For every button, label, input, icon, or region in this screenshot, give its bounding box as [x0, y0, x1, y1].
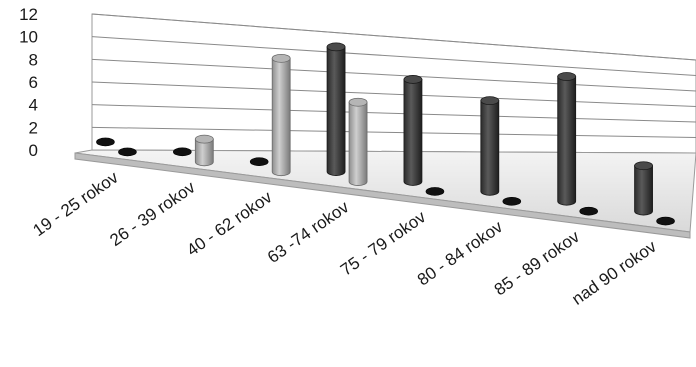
bar-top [194, 134, 214, 144]
bar-top [348, 97, 368, 107]
bar [425, 187, 445, 196]
bar-body [194, 138, 214, 167]
bar-body [348, 101, 368, 186]
bar-base-marker [249, 157, 269, 166]
x-tick-label: 80 - 84 rokov [414, 217, 507, 290]
bar-base-marker [425, 187, 445, 196]
bar [480, 96, 500, 196]
bar [579, 206, 598, 216]
bar-base-marker [502, 197, 522, 206]
y-tick-label: 2 [29, 118, 38, 137]
gridline-12 [91, 13, 696, 61]
bar-top [326, 42, 346, 52]
bar-base-marker [173, 147, 192, 157]
bar-top [403, 75, 423, 84]
bar-base-marker [656, 216, 675, 226]
bar [557, 72, 577, 206]
y-tick-label: 0 [29, 141, 38, 160]
x-tick-label: 40 - 62 rokov [183, 187, 276, 260]
x-tick-label: nad 90 rokov [568, 236, 660, 308]
gridline-8 [91, 58, 696, 92]
bar-body [326, 46, 346, 176]
y-tick-label: 12 [19, 5, 38, 24]
bar [634, 161, 653, 216]
bar-body [480, 100, 500, 196]
bars [96, 42, 675, 226]
x-tick-label: 85 - 89 rokov [491, 227, 584, 300]
bar-body [403, 79, 423, 186]
bar [173, 147, 192, 157]
bar [656, 216, 675, 226]
bar-top [271, 53, 291, 63]
y-tick-label: 8 [29, 50, 38, 69]
bar [194, 134, 214, 167]
gridline-2 [91, 126, 696, 138]
bar-base-marker [96, 137, 115, 147]
gridline-4 [91, 104, 696, 123]
x-tick-label: 75 - 79 rokov [337, 207, 430, 280]
x-tick-label: 63 -74 rokov [264, 197, 353, 267]
floor-edge [74, 152, 691, 239]
y-tick-label: 10 [19, 28, 38, 47]
bar-top [634, 161, 653, 171]
bar-top [557, 72, 577, 81]
chart-floor [74, 149, 696, 239]
y-tick-label: 6 [29, 73, 38, 92]
x-tick-label: 26 - 39 rokov [106, 177, 199, 250]
bar [502, 197, 522, 206]
y-tick-label: 4 [29, 96, 38, 115]
bar-base-marker [579, 206, 598, 216]
bar [326, 42, 346, 176]
bar [96, 137, 115, 147]
bar [118, 147, 137, 157]
gridline-6 [91, 81, 696, 107]
bar [403, 75, 423, 186]
y-axis-ticks: 0 2 4 6 8 10 12 [19, 5, 38, 160]
gridline-10 [91, 36, 696, 76]
bar [271, 53, 291, 177]
x-tick-label: 19 - 25 rokov [30, 167, 123, 240]
bar-body [634, 165, 653, 216]
bar-body [557, 76, 577, 206]
bar-top [480, 96, 500, 106]
bar-body [271, 57, 291, 177]
bar [249, 157, 269, 166]
bar [348, 97, 368, 186]
bar-base-marker [118, 147, 137, 157]
